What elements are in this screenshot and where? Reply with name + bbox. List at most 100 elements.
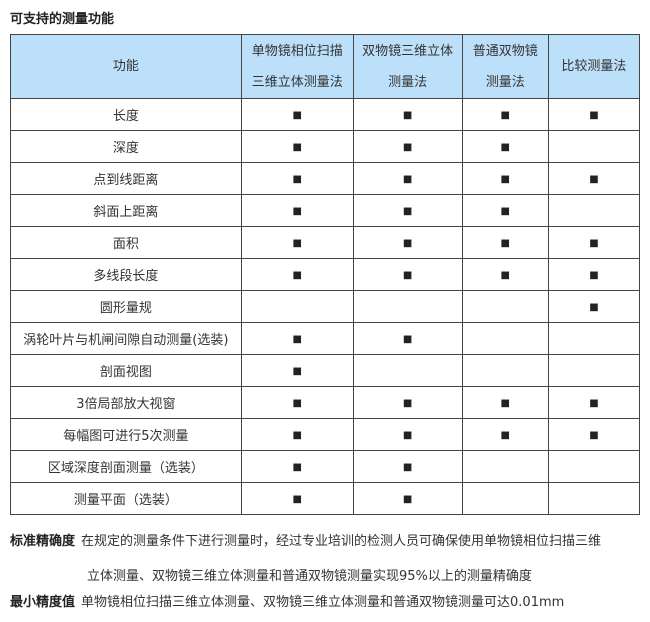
support-cell — [461, 482, 549, 515]
supported-mark-icon: ■ — [292, 142, 302, 153]
accuracy-text-line1: 在规定的测量条件下进行测量时，经过专业培训的检测人员可确保使用单物镜相位扫描三维 — [81, 534, 602, 549]
support-cell: ■ — [547, 386, 641, 419]
feature-cell: 每幅图可进行5次测量 — [10, 418, 242, 451]
support-cell: ■ — [352, 162, 463, 195]
support-cell: ■ — [240, 418, 354, 451]
support-cell: ■ — [240, 386, 354, 419]
support-cell: ■ — [547, 258, 641, 291]
measurement-features-table: 功能 单物镜相位扫描 三维立体测量法 双物镜三维立体 测量法 普通双物镜 测量法 比较测量法 … — [10, 34, 641, 515]
support-cell: ■ — [461, 386, 549, 419]
support-cell — [461, 450, 549, 483]
supported-mark-icon: ■ — [292, 462, 302, 473]
table-row: 3倍局部放大视窗 ■ ■ ■ ■ — [10, 386, 641, 419]
support-cell — [547, 130, 641, 163]
supported-mark-icon: ■ — [292, 238, 302, 249]
table-row: 斜面上距离 ■ ■ ■ — [10, 194, 641, 227]
supported-mark-icon: ■ — [402, 430, 413, 441]
supported-mark-icon: ■ — [589, 270, 599, 281]
column-header-line: 比较测量法 — [561, 59, 627, 74]
supported-mark-icon: ■ — [292, 270, 302, 281]
supported-mark-icon: ■ — [500, 238, 510, 249]
supported-mark-icon: ■ — [292, 206, 302, 217]
section-title: 可支持的测量功能 — [10, 12, 115, 27]
supported-mark-icon: ■ — [500, 398, 510, 409]
table-row: 测量平面（选装） ■ ■ — [10, 482, 641, 515]
min-precision-label: 最小精度值 — [10, 595, 76, 610]
support-cell: ■ — [352, 418, 463, 451]
support-cell — [461, 290, 549, 323]
table-row: 圆形量规 ■ — [10, 290, 641, 323]
support-cell: ■ — [240, 162, 354, 195]
table-row: 点到线距离 ■ ■ ■ ■ — [10, 162, 641, 195]
column-header: 比较测量法 — [547, 34, 641, 99]
supported-mark-icon: ■ — [402, 334, 413, 345]
supported-mark-icon: ■ — [402, 142, 413, 153]
support-cell — [547, 322, 641, 355]
support-cell: ■ — [240, 130, 354, 163]
feature-cell: 长度 — [10, 98, 242, 131]
supported-mark-icon: ■ — [500, 430, 510, 441]
feature-cell: 斜面上距离 — [10, 194, 242, 227]
supported-mark-icon: ■ — [402, 238, 413, 249]
column-header-line: 普通双物镜 — [472, 43, 538, 59]
table-row: 多线段长度 ■ ■ ■ ■ — [10, 258, 641, 291]
support-cell — [240, 290, 354, 323]
column-header-line: 功能 — [112, 59, 139, 74]
support-cell — [547, 482, 641, 515]
feature-cell: 涡轮叶片与机闸间隙自动测量(选装) — [10, 322, 242, 355]
supported-mark-icon: ■ — [402, 110, 413, 121]
table-row: 区域深度剖面测量（选装） ■ ■ — [10, 450, 641, 483]
support-cell: ■ — [352, 322, 463, 355]
table-row: 剖面视图 ■ — [10, 354, 641, 387]
supported-mark-icon: ■ — [500, 206, 510, 217]
column-header-line: 三维立体测量法 — [251, 74, 343, 90]
table-header-row: 功能 单物镜相位扫描 三维立体测量法 双物镜三维立体 测量法 普通双物镜 测量法 比较测量法 — [10, 34, 641, 99]
min-precision-text: 单物镜相位扫描三维立体测量、双物镜三维立体测量和普通双物镜测量可达0.01mm — [81, 595, 565, 610]
support-cell: ■ — [547, 290, 641, 323]
supported-mark-icon: ■ — [589, 398, 599, 409]
column-header: 单物镜相位扫描 三维立体测量法 — [240, 34, 354, 99]
support-cell: ■ — [547, 98, 641, 131]
table-row: 每幅图可进行5次测量 ■ ■ ■ ■ — [10, 418, 641, 451]
support-cell: ■ — [240, 322, 354, 355]
supported-mark-icon: ■ — [292, 174, 302, 185]
support-cell: ■ — [461, 226, 549, 259]
accuracy-note: 标准精确度 在规定的测量条件下进行测量时，经过专业培训的检测人员可确保使用单物镜相… — [10, 527, 601, 557]
feature-cell: 深度 — [10, 130, 242, 163]
support-cell: ■ — [352, 226, 463, 259]
support-cell: ■ — [461, 258, 549, 291]
table-row: 深度 ■ ■ ■ — [10, 130, 641, 163]
feature-cell: 区域深度剖面测量（选装） — [10, 450, 242, 483]
feature-cell: 3倍局部放大视窗 — [10, 386, 242, 419]
column-header-line: 单物镜相位扫描 — [251, 43, 343, 59]
supported-mark-icon: ■ — [589, 430, 599, 441]
support-cell: ■ — [461, 98, 549, 131]
accuracy-text-line2: 立体测量、双物镜三维立体测量和普通双物镜测量实现95%以上的测量精确度 — [87, 569, 532, 584]
supported-mark-icon: ■ — [292, 334, 302, 345]
support-cell — [547, 450, 641, 483]
supported-mark-icon: ■ — [500, 174, 510, 185]
supported-mark-icon: ■ — [292, 494, 302, 505]
supported-mark-icon: ■ — [402, 494, 413, 505]
column-header: 功能 — [10, 34, 242, 99]
supported-mark-icon: ■ — [292, 366, 302, 377]
support-cell: ■ — [240, 98, 354, 131]
support-cell: ■ — [547, 162, 641, 195]
feature-cell: 剖面视图 — [10, 354, 242, 387]
supported-mark-icon: ■ — [589, 174, 599, 185]
supported-mark-icon: ■ — [500, 142, 510, 153]
support-cell: ■ — [240, 194, 354, 227]
supported-mark-icon: ■ — [292, 110, 302, 121]
support-cell — [352, 354, 463, 387]
column-header: 普通双物镜 测量法 — [461, 34, 549, 99]
supported-mark-icon: ■ — [402, 462, 413, 473]
supported-mark-icon: ■ — [500, 270, 510, 281]
feature-cell: 测量平面（选装） — [10, 482, 242, 515]
supported-mark-icon: ■ — [402, 174, 413, 185]
support-cell — [461, 322, 549, 355]
table-row: 面积 ■ ■ ■ ■ — [10, 226, 641, 259]
table-row: 长度 ■ ■ ■ ■ — [10, 98, 641, 131]
column-header: 双物镜三维立体 测量法 — [352, 34, 463, 99]
table-row: 涡轮叶片与机闸间隙自动测量(选装) ■ ■ — [10, 322, 641, 355]
support-cell: ■ — [461, 418, 549, 451]
